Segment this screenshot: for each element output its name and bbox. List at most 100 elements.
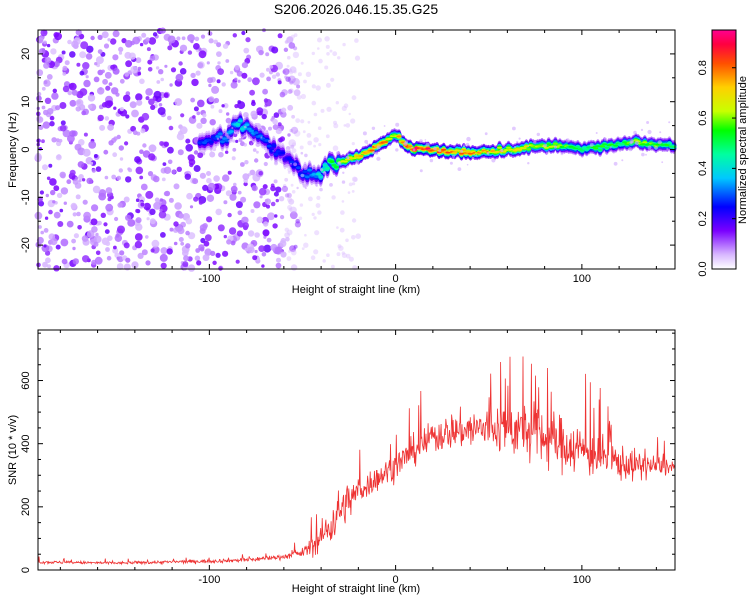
spectrogram-noise-cell (79, 70, 85, 76)
spectrogram-ridge-halo (527, 162, 530, 165)
spectrogram-noise-cell (281, 107, 287, 113)
spectrogram-noise-cell (231, 156, 236, 161)
spectrogram-ridge-halo (319, 187, 323, 192)
spectrogram-ridge-halo (364, 139, 369, 144)
spectrogram-noise-cell (76, 211, 81, 217)
spectrogram-ridge-cell (640, 143, 646, 146)
spectrogram-ridge-halo (425, 142, 430, 147)
spectrogram-noise-cell (111, 87, 119, 95)
spectrogram-noise-cell (76, 62, 81, 67)
spectrogram-noise-cell (103, 222, 108, 227)
spectrogram-noise-cell (240, 162, 245, 167)
spectrogram-noise-cell (311, 51, 315, 56)
spectrogram-noise-cell (185, 243, 191, 249)
spectrogram-ridge-halo (403, 141, 408, 146)
spectrogram-noise-cell (118, 46, 124, 53)
spectrogram-noise-cell (104, 71, 112, 79)
spectrogram-ridge-cell (365, 151, 371, 154)
spectrogram-noise-cell (235, 259, 240, 264)
spectrogram-ridge-halo (284, 163, 289, 168)
spectrogram-noise-cell (91, 204, 99, 212)
spectrogram-noise-cell (339, 227, 345, 233)
spectrogram-noise-cell (287, 55, 291, 60)
spectrogram-noise-cell (132, 130, 138, 136)
spectrogram-ridge-cell (307, 168, 313, 172)
snr-frame (37, 329, 676, 571)
spectrogram-noise-cell (223, 200, 228, 205)
spectrogram-noise-cell (354, 55, 361, 61)
spectrogram-noise-cell (235, 139, 239, 143)
spectrogram-noise-cell (94, 62, 98, 66)
spectrogram-noise-cell (281, 185, 288, 193)
spectrogram-noise-cell (46, 74, 53, 80)
spectrogram-noise-cell (86, 230, 95, 238)
spectrogram-noise-cell (101, 69, 105, 74)
spectrogram-noise-cell (48, 209, 53, 215)
spectrogram-noise-cell (160, 262, 167, 269)
spectrogram-noise-cell (158, 210, 167, 219)
spectrogram-ridge-halo (303, 164, 307, 169)
spectrogram-ridge-halo (471, 156, 475, 160)
spectrogram-ridge-halo (484, 132, 488, 136)
spectrogram-ridge-cell (244, 123, 250, 127)
spectrogram-noise-cell (167, 115, 172, 121)
spectrogram-ridge-cell (273, 152, 279, 156)
snr-panel: -100 0 100 0 200 400 600 Height of straight l… (7, 329, 676, 595)
spectrogram-ridge-halo (545, 144, 548, 146)
spectrogram-noise-cell (284, 75, 288, 79)
spectrogram-ridge-cell (322, 164, 328, 167)
spectrogram-noise-cell (266, 67, 270, 72)
spectrogram-noise-cell (230, 240, 236, 246)
x-tick-label: 0 (393, 574, 399, 586)
spectrogram-noise-cell (263, 98, 269, 103)
spectrogram-noise-cell (223, 103, 229, 109)
spectrogram-noise-cell (227, 212, 232, 218)
spectrogram-ridge-halo (633, 130, 637, 135)
spectrogram-noise-cell (284, 193, 290, 198)
spectrogram-noise-cell (153, 175, 160, 183)
spectrogram-noise-cell (308, 196, 313, 202)
spectrogram-noise-cell (311, 84, 316, 89)
spectrogram-ridge-halo (418, 149, 421, 152)
spectrogram-noise-cell (261, 113, 267, 120)
spectrogram-noise-cell (113, 106, 117, 110)
spectrogram-noise-cell (194, 36, 200, 42)
spectrogram-noise-cell (125, 60, 132, 68)
spectrogram-noise-cell (49, 178, 57, 186)
spectrogram-ridge-cell (318, 175, 324, 179)
spectrogram-noise-cell (206, 194, 215, 202)
spectrogram-noise-cell (174, 98, 183, 106)
spectrogram-noise-cell (159, 198, 164, 202)
spectrogram-noise-cell (197, 99, 205, 108)
spectrogram-noise-cell (351, 235, 356, 240)
spectrogram-noise-cell (293, 70, 297, 74)
spectrogram-noise-cell (40, 29, 48, 37)
spectrogram-noise-cell (278, 196, 285, 202)
spectrogram-noise-cell (67, 39, 72, 45)
spectrogram-ridge-cell (651, 143, 657, 146)
spectrogram-noise-cell (44, 216, 49, 220)
spectrogram-noise-cell (164, 64, 168, 68)
spectrogram-ridge-halo (502, 144, 505, 147)
spectrogram-y-label: Frequency (Hz) (7, 112, 19, 188)
spectrogram-noise-cell (146, 47, 151, 52)
spectrogram-noise-cell (166, 248, 173, 255)
spectrogram-ridge-halo (236, 130, 239, 134)
spectrogram-noise-cell (191, 78, 199, 87)
y-tick-label: 200 (20, 498, 32, 516)
spectrogram-ridge-halo (627, 136, 629, 139)
spectrogram-ridge-halo (342, 171, 345, 174)
spectrogram-noise-cell (72, 258, 80, 265)
spectrogram-noise-cell (178, 237, 184, 242)
spectrogram-noise-cell (263, 244, 272, 253)
spectrogram-noise-cell (234, 64, 240, 71)
snr-x-label: Height of straight line (km) (292, 583, 420, 595)
spectrogram-ridge-halo (595, 132, 598, 134)
spectrogram-noise-cell (263, 161, 268, 167)
spectrogram-noise-cell (37, 37, 44, 44)
spectrogram-ridge-cell (271, 144, 277, 148)
spectrogram-ridge-cell (494, 150, 500, 153)
spectrogram-noise-cell (305, 71, 312, 78)
y-tick-label: -20 (20, 237, 32, 253)
